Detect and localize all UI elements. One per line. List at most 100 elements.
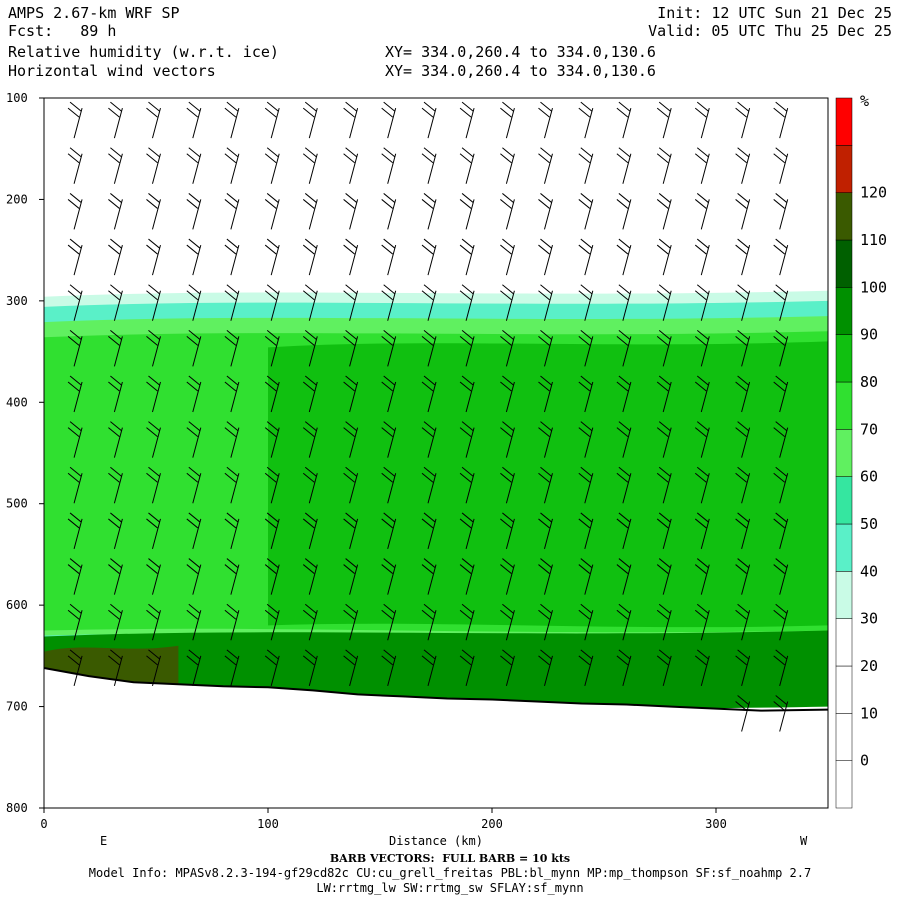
wind-barb (108, 238, 123, 276)
wind-barb (735, 329, 751, 367)
wind-barb (381, 329, 397, 367)
wind-barb (224, 421, 240, 458)
wind-barb (694, 558, 710, 595)
wind-barb (616, 284, 632, 321)
wind-barb (146, 284, 161, 321)
wind-barb (224, 101, 240, 139)
field-name: Relative humidity (w.r.t. ice) (8, 43, 279, 61)
wind-barb (500, 512, 515, 550)
wind-barb (735, 101, 751, 139)
wind-barb (381, 421, 397, 458)
wind-barb (773, 147, 789, 184)
wind-barb (500, 329, 515, 367)
wind-barb (224, 603, 240, 641)
wind-barb (694, 147, 710, 184)
wind-barb (694, 284, 710, 321)
wind-barb (146, 238, 161, 276)
wind-barb (421, 375, 437, 413)
wind-barb (616, 603, 632, 641)
wind-barb (735, 421, 751, 458)
colorbar-tick-label: 30 (860, 610, 878, 628)
wind-barb (343, 329, 359, 367)
wind-barb (694, 101, 710, 139)
wind-barb (186, 512, 202, 550)
wind-barb (381, 238, 397, 276)
wind-barb (616, 558, 632, 595)
valid-time: Valid: 05 UTC Thu 25 Dec 25 (648, 22, 892, 40)
wind-barb (735, 147, 751, 184)
wind-barb (773, 512, 789, 550)
wind-barb (146, 101, 161, 139)
wind-barb (538, 101, 553, 139)
wind-barb (538, 466, 553, 504)
wind-barb (500, 101, 515, 139)
wind-barb (538, 147, 553, 184)
wind-barb (108, 466, 123, 504)
wind-barb (224, 147, 240, 184)
wind-barb (421, 649, 437, 686)
wind-barb (578, 284, 594, 321)
wind-barb (108, 421, 123, 458)
wind-barb (735, 649, 751, 686)
wind-barb (616, 238, 632, 276)
wind-barb (302, 649, 318, 686)
wind-barb (421, 238, 437, 276)
wind-barb (773, 603, 789, 641)
colorbar-cell (835, 192, 853, 241)
wind-barb (538, 603, 553, 641)
wind-barb (381, 101, 397, 139)
wind-barb (773, 375, 789, 413)
wind-barb (656, 238, 672, 276)
wind-barb (343, 649, 359, 686)
barb-note: BARB VECTORS: FULL BARB = 10 kts (329, 852, 571, 865)
wind-barb (343, 193, 359, 230)
colorbar-cell (835, 381, 853, 430)
wind-barb (108, 649, 123, 686)
wind-barb (264, 421, 280, 458)
wind-barb (264, 147, 280, 184)
wind-barb (500, 147, 515, 184)
wind-barb (459, 421, 475, 458)
wind-barb (186, 375, 202, 413)
wind-barb (500, 375, 515, 413)
wind-barb (538, 512, 553, 550)
wind-barb (538, 284, 553, 321)
wind-barbs (67, 101, 789, 732)
wind-barb (186, 238, 202, 276)
terrain-line (43, 667, 829, 712)
colorbar-cell (835, 665, 853, 714)
wind-barb (500, 466, 515, 504)
wind-barb (459, 284, 475, 321)
y-tick-label: 100 (6, 91, 28, 105)
wind-barb (735, 284, 751, 321)
wind-barb (67, 238, 83, 276)
wind-barb (500, 238, 515, 276)
wind-barb (616, 512, 632, 550)
wind-barb (459, 238, 475, 276)
wind-barb (302, 603, 318, 641)
colorbar-cell (835, 618, 853, 667)
wind-barb (694, 466, 710, 504)
wind-barb (500, 284, 515, 321)
wind-barb (343, 147, 359, 184)
wind-barb (224, 512, 240, 550)
x-tick-label: 0 (40, 817, 47, 831)
wind-barb (224, 649, 240, 686)
wind-barb (735, 512, 751, 550)
wind-barb (108, 193, 123, 230)
wind-barb (186, 329, 202, 367)
wind-barb (381, 284, 397, 321)
wind-barb (773, 421, 789, 458)
colorbar-cell (835, 145, 853, 193)
colorbar-cell (835, 334, 853, 383)
wind-barb (264, 101, 280, 139)
colorbar-cell (835, 97, 853, 146)
wind-barb (186, 421, 202, 458)
wind-barb (694, 238, 710, 276)
wind-barb (578, 649, 594, 686)
colorbar-tick-label: 110 (860, 231, 887, 249)
wind-barb (302, 147, 318, 184)
wind-barb (224, 466, 240, 504)
wind-barb (302, 512, 318, 550)
wind-barb (773, 193, 789, 230)
